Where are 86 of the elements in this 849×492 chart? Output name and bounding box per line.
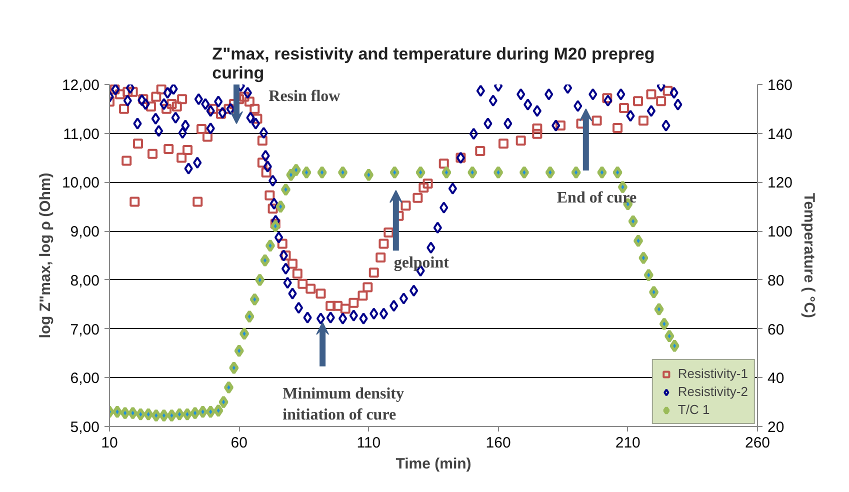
point — [244, 310, 254, 324]
point — [633, 234, 644, 248]
point — [214, 404, 224, 418]
point — [442, 166, 452, 179]
point — [159, 409, 169, 422]
point — [280, 183, 291, 196]
y2-tick-label: 100 — [768, 224, 793, 241]
point — [618, 180, 628, 194]
point — [260, 254, 270, 267]
x-axis-title: Time (min) — [396, 456, 472, 472]
point — [638, 251, 648, 264]
point — [286, 168, 296, 182]
point — [545, 166, 555, 179]
annotation: gelpoint — [394, 254, 450, 272]
point — [229, 361, 239, 374]
point — [224, 380, 234, 394]
annotation: Resin flow — [268, 88, 341, 106]
point — [648, 286, 659, 299]
point — [270, 220, 280, 233]
point — [276, 200, 286, 214]
x-tick-label: 60 — [230, 434, 248, 452]
point — [364, 168, 374, 182]
point — [597, 166, 607, 179]
point — [612, 166, 622, 179]
y-tick-label: 8,00 — [70, 272, 100, 290]
y2-tick-label: 60 — [768, 321, 784, 338]
point — [664, 330, 674, 343]
point — [255, 273, 265, 286]
legend-label: Resistivity-1 — [678, 366, 748, 381]
x-tick-label: 260 — [744, 434, 770, 452]
y2-axis-title: Temperature ( °C) — [800, 193, 818, 318]
point — [493, 166, 504, 179]
y-tick-label: 6,00 — [70, 370, 100, 388]
legend-label: Resistivity-2 — [678, 384, 748, 399]
point — [416, 166, 426, 179]
point — [654, 302, 664, 316]
point — [265, 239, 276, 252]
point — [144, 408, 154, 421]
y2-tick-label: 140 — [768, 126, 793, 143]
x-tick-label: 10 — [101, 434, 118, 452]
y-tick-label: 11,00 — [63, 126, 100, 143]
point — [218, 396, 228, 409]
y2-tick-label: 40 — [768, 370, 784, 388]
y-tick-label: 5,00 — [70, 419, 100, 436]
point — [571, 166, 581, 179]
point — [519, 166, 530, 179]
x-tick-label: 110 — [356, 434, 381, 452]
point — [390, 166, 400, 179]
point — [198, 405, 208, 418]
y2-tick-label: 20 — [768, 419, 784, 436]
point — [112, 405, 122, 418]
point — [174, 408, 184, 421]
point — [120, 406, 130, 420]
point — [302, 166, 312, 179]
y2-tick-label: 120 — [768, 174, 793, 192]
point — [128, 406, 138, 420]
point — [291, 164, 301, 176]
point — [151, 409, 161, 422]
x-tick-label: 160 — [486, 434, 511, 452]
point — [234, 344, 244, 358]
y-tick-label: 9,00 — [70, 224, 100, 241]
point — [468, 166, 478, 179]
point — [317, 166, 327, 179]
point — [190, 406, 200, 420]
point — [182, 408, 192, 421]
y-tick-label: 7,00 — [70, 321, 100, 338]
point — [628, 214, 638, 228]
point — [670, 339, 680, 352]
annotation: End of cure — [556, 189, 637, 206]
point — [239, 327, 250, 340]
point — [250, 292, 260, 306]
y2-tick-label: 80 — [768, 272, 784, 290]
point — [338, 166, 348, 179]
legend-label: T/C 1 — [678, 402, 710, 417]
point — [644, 268, 654, 282]
annotation: Minimum density initiation of cure — [282, 385, 404, 424]
y-axis-title: log Z"max, log ρ (Ohm) — [36, 172, 54, 338]
x-tick-label: 210 — [615, 434, 640, 452]
point — [659, 317, 670, 330]
point — [166, 409, 177, 422]
y-tick-label: 10,00 — [62, 174, 100, 192]
point — [206, 405, 216, 418]
y2-tick-label: 160 — [768, 77, 793, 94]
y-tick-label: 12,00 — [62, 77, 100, 94]
point — [136, 408, 146, 421]
chart-title: Z"max, resistivity and temperature during M20 prepreg curing — [212, 44, 655, 82]
